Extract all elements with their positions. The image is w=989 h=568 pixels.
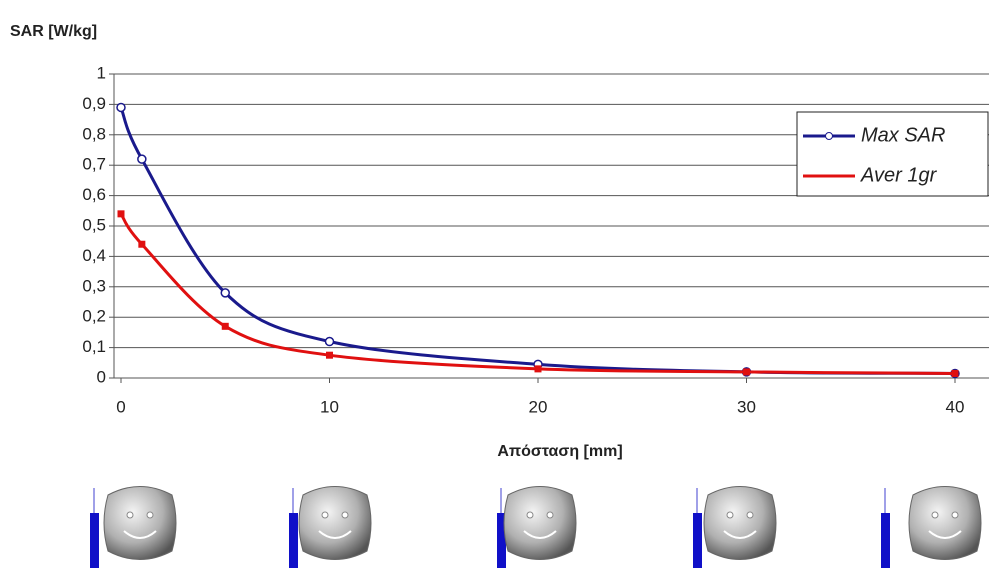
y-tick-label: 0,5 <box>82 215 106 234</box>
chart: SAR [W/kg] Απόσταση [mm] 0 0,1 0,2 0,3 0,4 0,… <box>0 0 989 568</box>
x-tick-label: 20 <box>529 397 548 416</box>
x-tick-label: 10 <box>320 397 339 416</box>
point <box>535 365 542 372</box>
y-tick-label: 0,3 <box>82 276 106 295</box>
y-tick-label: 1 <box>97 63 106 82</box>
point <box>117 103 125 111</box>
y-tick-label: 0,6 <box>82 185 106 204</box>
y-tick-label: 0,4 <box>82 246 106 265</box>
y-tick-label: 0,2 <box>82 307 106 326</box>
y-tick-label: 0,7 <box>82 155 106 174</box>
y-tick-label: 0,9 <box>82 94 106 113</box>
y-tick-label: 0,8 <box>82 124 106 143</box>
series-line <box>121 214 955 374</box>
point <box>326 338 334 346</box>
x-tick-label: 40 <box>946 397 965 416</box>
point <box>221 289 229 297</box>
y-tick-label: 0,1 <box>82 337 106 356</box>
legend-marker <box>826 133 833 140</box>
point <box>952 370 959 377</box>
point <box>138 241 145 248</box>
face-icons <box>90 487 981 568</box>
point <box>222 323 229 330</box>
point <box>326 352 333 359</box>
point <box>743 368 750 375</box>
x-axis-title: Απόσταση [mm] <box>497 443 622 460</box>
point <box>118 210 125 217</box>
y-axis-title: SAR [W/kg] <box>10 23 97 40</box>
legend-label: Aver 1gr <box>860 164 938 186</box>
x-tick-label: 0 <box>116 397 125 416</box>
point <box>138 155 146 163</box>
x-tick-label: 30 <box>737 397 756 416</box>
legend-label: Max SAR <box>861 124 945 146</box>
y-tick-label: 0 <box>97 367 106 386</box>
